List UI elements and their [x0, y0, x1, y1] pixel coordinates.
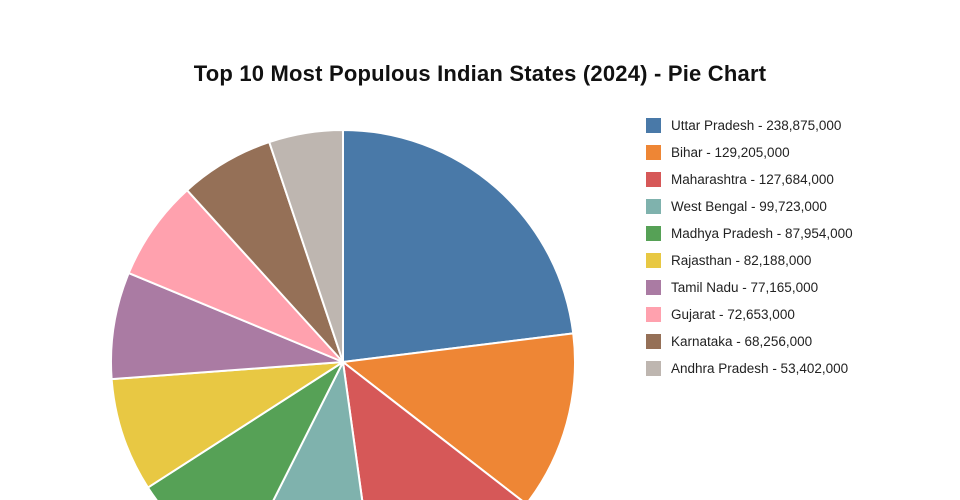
legend-label: Andhra Pradesh - 53,402,000 [671, 361, 849, 376]
pie-slice-gujarat[interactable] [127, 189, 344, 363]
legend-swatch-icon [646, 307, 661, 322]
pie-slice-uttar-pradesh[interactable] [342, 129, 575, 363]
legend-item-tamil-nadu[interactable]: Tamil Nadu - 77,165,000 [646, 274, 853, 301]
legend-swatch-icon [646, 226, 661, 241]
legend-item-andhra-pradesh[interactable]: Andhra Pradesh - 53,402,000 [646, 355, 853, 382]
legend-label: Uttar Pradesh - 238,875,000 [671, 118, 842, 133]
legend-swatch-icon [646, 172, 661, 187]
legend-item-bihar[interactable]: Bihar - 129,205,000 [646, 139, 853, 166]
pie-slice-madhya-pradesh[interactable] [146, 361, 344, 500]
legend-label: Bihar - 129,205,000 [671, 145, 790, 160]
legend-swatch-icon [646, 145, 661, 160]
legend-item-gujarat[interactable]: Gujarat - 72,653,000 [646, 301, 853, 328]
legend-item-maharashtra[interactable]: Maharashtra - 127,684,000 [646, 166, 853, 193]
legend-item-uttar-pradesh[interactable]: Uttar Pradesh - 238,875,000 [646, 112, 853, 139]
chart-title: Top 10 Most Populous Indian States (2024… [193, 61, 767, 86]
legend-label: Madhya Pradesh - 87,954,000 [671, 226, 853, 241]
legend-label: Rajasthan - 82,188,000 [671, 253, 812, 268]
legend-label: Gujarat - 72,653,000 [671, 307, 795, 322]
legend-swatch-icon [646, 253, 661, 268]
pie-slice-west-bengal[interactable] [239, 361, 375, 500]
legend-swatch-icon [646, 118, 661, 133]
legend-label: Maharashtra - 127,684,000 [671, 172, 834, 187]
legend-item-rajasthan[interactable]: Rajasthan - 82,188,000 [646, 247, 853, 274]
legend-item-madhya-pradesh[interactable]: Madhya Pradesh - 87,954,000 [646, 220, 853, 247]
legend-swatch-icon [646, 361, 661, 376]
legend-label: West Bengal - 99,723,000 [671, 199, 827, 214]
legend: Uttar Pradesh - 238,875,000 Bihar - 129,2… [646, 112, 853, 382]
legend-swatch-icon [646, 199, 661, 214]
pie-slice-maharashtra[interactable] [342, 361, 526, 500]
legend-swatch-icon [646, 334, 661, 349]
pie-slice-rajasthan[interactable] [110, 361, 344, 489]
pie-slice-andhra-pradesh[interactable] [268, 129, 344, 363]
pie-slice-bihar[interactable] [342, 332, 576, 500]
legend-item-west-bengal[interactable]: West Bengal - 99,723,000 [646, 193, 853, 220]
legend-label: Tamil Nadu - 77,165,000 [671, 280, 819, 295]
legend-label: Karnataka - 68,256,000 [671, 334, 813, 349]
pie-slice-tamil-nadu[interactable] [110, 272, 344, 381]
legend-swatch-icon [646, 280, 661, 295]
legend-item-karnataka[interactable]: Karnataka - 68,256,000 [646, 328, 853, 355]
